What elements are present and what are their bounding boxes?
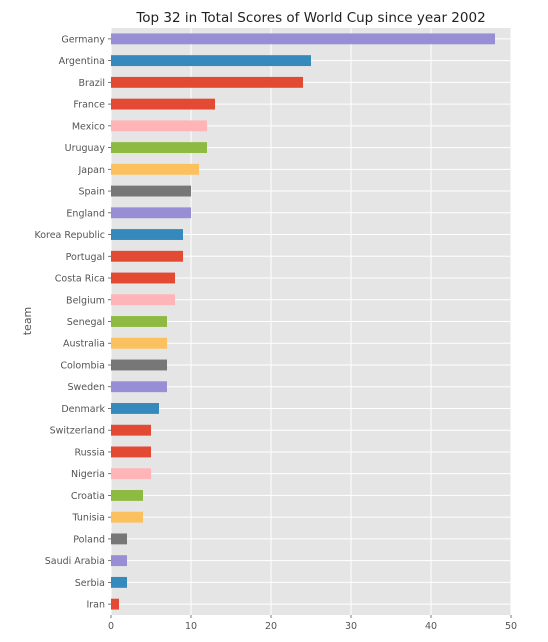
bar <box>111 533 127 545</box>
y-tick-label: Brazil <box>78 78 105 89</box>
bar <box>111 511 143 523</box>
y-tick-label: Switzerland <box>50 426 105 437</box>
bar <box>111 598 119 610</box>
bar <box>111 446 151 458</box>
x-tick-label: 20 <box>265 621 277 632</box>
bar <box>111 142 207 154</box>
bar <box>111 294 175 306</box>
x-tick-label: 40 <box>425 621 437 632</box>
y-tick-labels: Germany Argentina Brazil France Mexico Urugua… <box>34 34 111 611</box>
bar <box>111 55 311 67</box>
bar <box>111 424 151 436</box>
y-tick-label: Australia <box>63 339 105 350</box>
x-tick-labels: 0 10 20 30 40 50 <box>108 615 517 632</box>
y-tick-label: Uruguay <box>65 143 106 154</box>
y-tick-label: Saudi Arabia <box>45 556 105 567</box>
y-tick-label: Japan <box>78 165 106 176</box>
x-tick-label: 10 <box>185 621 197 632</box>
y-tick-label: Iran <box>86 600 105 611</box>
bars <box>111 33 495 610</box>
y-tick-label: France <box>73 100 105 111</box>
bar <box>111 576 127 588</box>
y-tick-label: Spain <box>78 187 105 198</box>
bar <box>111 98 215 110</box>
bar <box>111 468 151 480</box>
bar <box>111 489 143 501</box>
y-axis-title: team <box>21 307 34 336</box>
y-tick-label: Nigeria <box>71 469 105 480</box>
x-tick-label: 0 <box>108 621 114 632</box>
y-tick-label: Argentina <box>59 56 105 67</box>
bar <box>111 120 207 132</box>
y-tick-label: Colombia <box>60 360 105 371</box>
y-tick-label: Costa Rica <box>55 274 105 285</box>
y-tick-label: Korea Republic <box>34 230 105 241</box>
y-tick-label: Germany <box>61 34 105 45</box>
y-tick-label: Portugal <box>66 252 105 263</box>
chart-title: Top 32 in Total Scores of World Cup sinc… <box>135 10 485 26</box>
bar <box>111 381 167 393</box>
bar <box>111 229 183 240</box>
x-tick-label: 30 <box>345 621 357 632</box>
bar <box>111 403 159 414</box>
y-tick-label: Mexico <box>72 121 105 132</box>
y-tick-label: Poland <box>73 534 105 545</box>
y-tick-label: Senegal <box>67 317 105 328</box>
y-tick-label: Russia <box>74 447 105 458</box>
bar <box>111 76 303 88</box>
bar <box>111 163 199 175</box>
bar <box>111 316 167 327</box>
bar <box>111 207 191 219</box>
y-tick-label: Tunisia <box>72 513 105 524</box>
bar <box>111 555 127 567</box>
y-tick-label: Denmark <box>61 404 105 415</box>
y-tick-label: Sweden <box>67 382 105 393</box>
y-tick-label: Belgium <box>66 295 105 306</box>
bar <box>111 33 495 45</box>
bar <box>111 359 167 371</box>
y-tick-label: Croatia <box>71 491 105 502</box>
bar <box>111 185 191 197</box>
x-tick-label: 50 <box>505 621 517 632</box>
bar <box>111 272 175 284</box>
bar <box>111 250 183 262</box>
y-tick-label: Serbia <box>75 578 105 589</box>
y-tick-label: England <box>66 208 105 219</box>
bar <box>111 337 167 349</box>
